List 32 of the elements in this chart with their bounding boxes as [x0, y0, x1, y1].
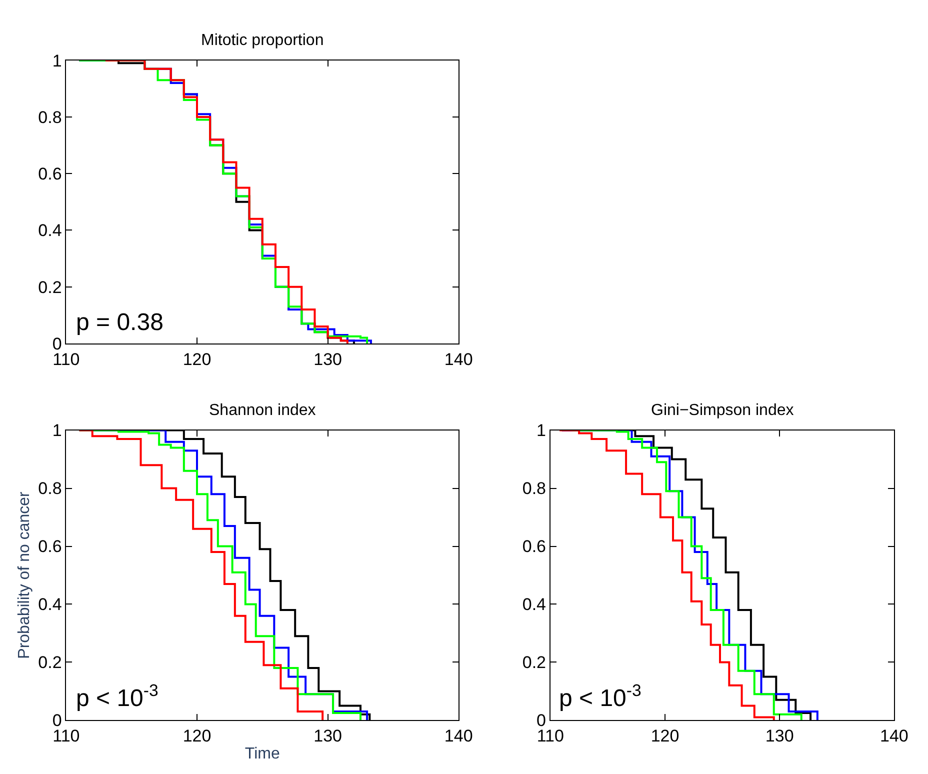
- y-tick-label: 0.4: [38, 221, 62, 240]
- y-tick-label: 0.2: [522, 653, 546, 672]
- y-tick-label: 1: [536, 421, 546, 440]
- chart-title: Mitotic proportion: [201, 32, 324, 49]
- y-tick-label: 0.6: [38, 164, 62, 184]
- y-tick-label: 0.8: [522, 479, 546, 498]
- y-tick-label: 0.2: [38, 278, 62, 297]
- y-tick-label: 1: [52, 51, 62, 70]
- annotation: p = 0.38: [76, 309, 164, 336]
- x-tick-label: 140: [444, 350, 473, 369]
- x-tick-label: 140: [444, 726, 473, 746]
- x-tick-label: 120: [182, 350, 212, 369]
- y-axis-title: Probability of no cancer: [16, 490, 34, 659]
- x-tick-label: 130: [314, 726, 342, 746]
- y-tick-label: 0.2: [38, 653, 62, 672]
- x-axis-title: Time: [244, 745, 280, 762]
- annotation: p < 10$^{-3}$: [559, 681, 642, 712]
- y-tick-label: 0.6: [38, 537, 62, 556]
- annotation: p < 10$^{-3}$: [76, 681, 158, 712]
- y-tick-label: 0.4: [522, 595, 546, 614]
- y-tick-label: 0.6: [522, 537, 546, 556]
- x-tick-label: 130: [314, 350, 342, 369]
- x-tick-label: 120: [182, 726, 212, 746]
- chart-title: Gini−Simpson index: [651, 402, 794, 419]
- chart-title: Shannon index: [209, 402, 316, 419]
- y-tick-label: 0.4: [38, 595, 62, 614]
- y-tick-label: 0.8: [38, 479, 62, 498]
- x-tick-label: 130: [765, 726, 794, 746]
- x-tick-label: 120: [650, 726, 680, 746]
- x-tick-label: 140: [880, 726, 908, 746]
- y-tick-label: 1: [52, 421, 62, 440]
- y-tick-label: 0.8: [38, 108, 62, 127]
